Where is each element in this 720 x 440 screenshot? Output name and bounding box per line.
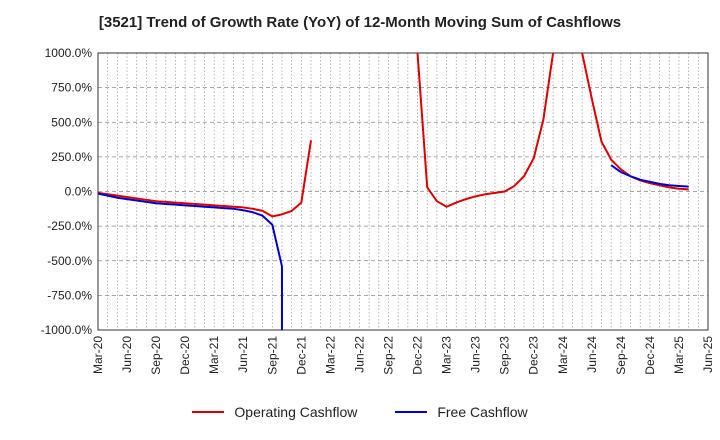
y-tick-label: 0.0%	[65, 185, 93, 199]
x-tick-label: Sep-20	[149, 336, 163, 375]
x-tick-label: Jun-20	[120, 336, 134, 373]
x-tick-label: Jun-22	[352, 336, 366, 373]
legend-swatch-free	[395, 411, 428, 413]
y-tick-label: 250.0%	[51, 150, 92, 164]
plot-frame	[97, 52, 709, 331]
x-tick-label: Mar-25	[672, 336, 686, 374]
series-line-free-cashflow	[98, 192, 283, 330]
x-tick-label: Mar-24	[556, 336, 570, 374]
y-tick-label: -500.0%	[47, 254, 92, 268]
x-tick-label: Mar-21	[207, 336, 221, 374]
x-tick-label: Dec-23	[527, 336, 541, 375]
x-tick-label: Dec-24	[643, 336, 657, 375]
x-tick-label: Dec-22	[411, 336, 425, 375]
x-tick-label: Jun-25	[701, 336, 715, 373]
y-tick-label: 1000.0%	[45, 46, 93, 60]
y-tick-label: -250.0%	[47, 219, 92, 233]
x-tick-label: Sep-22	[381, 336, 395, 375]
x-tick-label: Dec-21	[294, 336, 308, 375]
x-tick-label: Sep-21	[265, 336, 279, 375]
legend-label-operating: Operating Cashflow	[234, 404, 358, 420]
x-tick-label: Jun-21	[236, 336, 250, 373]
series-line-operating-cashflow	[416, 53, 555, 208]
legend-label-free: Free Cashflow	[437, 404, 528, 420]
legend-item-operating: Operating Cashflow	[192, 404, 357, 420]
series-line-operating-cashflow	[98, 140, 313, 218]
x-tick-label: Mar-20	[91, 336, 105, 374]
x-tick-label: Sep-24	[614, 336, 628, 375]
x-tick-label: Sep-23	[498, 336, 512, 375]
y-tick-label: -750.0%	[47, 288, 92, 302]
y-tick-label: 750.0%	[51, 81, 92, 95]
x-tick-label: Jun-24	[585, 336, 599, 373]
y-tick-label: -1000.0%	[41, 323, 93, 337]
y-tick-label: 500.0%	[51, 115, 92, 129]
legend: Operating Cashflow Free Cashflow	[0, 404, 720, 420]
x-tick-label: Mar-23	[440, 336, 454, 374]
x-tick-label: Mar-22	[323, 336, 337, 374]
chart-title: [3521] Trend of Growth Rate (YoY) of 12-…	[98, 14, 622, 31]
x-tick-label: Dec-20	[178, 336, 192, 375]
legend-swatch-operating	[192, 411, 225, 413]
x-tick-label: Jun-23	[469, 336, 483, 373]
series-line-operating-cashflow	[581, 53, 689, 191]
legend-item-free: Free Cashflow	[395, 404, 528, 420]
series-line-free-cashflow	[610, 164, 689, 188]
